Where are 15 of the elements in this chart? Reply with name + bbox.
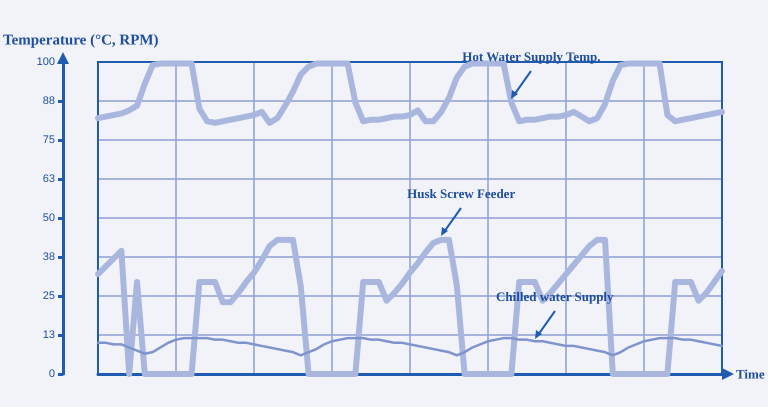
y-tick-label: 63	[42, 173, 55, 185]
y-tick-label: 88	[42, 95, 55, 107]
y-axis-title: Temperature (°C, RPM)	[3, 32, 159, 48]
y-tick-label: 50	[42, 212, 55, 224]
text: Husk Screw Feeder	[407, 186, 516, 202]
text: Chilled water Supply	[496, 289, 614, 306]
y-tick-label: 13	[42, 329, 55, 341]
y-tick-label: 100	[36, 56, 55, 68]
series-label: Hot Water Supply Temp.	[462, 48, 601, 65]
y-tick-label: 38	[42, 251, 55, 263]
x-axis-title: Time	[736, 366, 765, 382]
line-series	[96, 336, 724, 357]
y-tick-label: 25	[42, 290, 55, 302]
y-tick-label: 75	[42, 134, 55, 146]
y-tick-label: 0	[48, 368, 55, 380]
